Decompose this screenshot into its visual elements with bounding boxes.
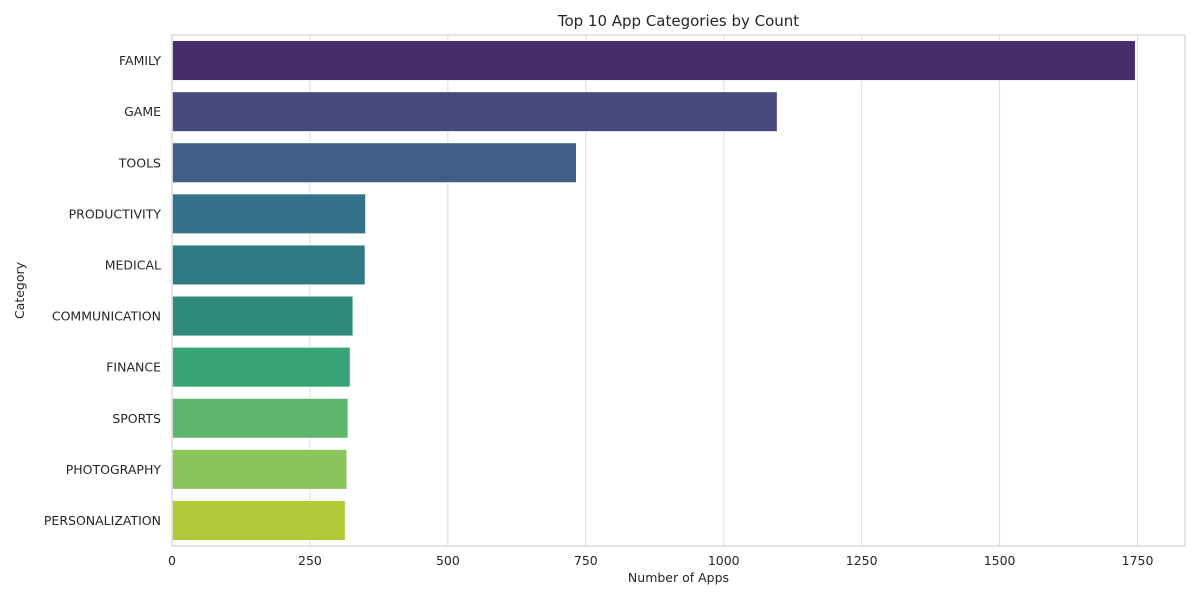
y-tick-label: COMMUNICATION <box>52 309 161 324</box>
x-tick-label: 0 <box>168 553 176 568</box>
bar <box>172 449 348 490</box>
x-tick-label: 1000 <box>708 553 740 568</box>
chart-title: Top 10 App Categories by Count <box>557 12 799 30</box>
bar <box>172 193 367 235</box>
x-tick-label: 1750 <box>1122 553 1154 568</box>
x-tick-label: 1250 <box>846 553 878 568</box>
x-tick-label: 250 <box>298 553 322 568</box>
x-tick-labels: 0 250 500 750 1000 1250 1500 1750 <box>168 553 1153 568</box>
x-tick-label: 500 <box>436 553 460 568</box>
y-tick-label: FAMILY <box>119 53 161 68</box>
y-tick-label: TOOLS <box>118 155 161 170</box>
y-tick-label: PRODUCTIVITY <box>69 206 162 221</box>
bar <box>172 244 366 286</box>
bar <box>172 500 346 541</box>
y-tick-labels: FAMILY GAME TOOLS PRODUCTIVITY MEDICAL COMMUN… <box>44 53 161 528</box>
bar <box>172 295 354 337</box>
bar <box>172 346 351 388</box>
plot-frame <box>171 34 1186 547</box>
x-axis-label: Number of Apps <box>628 570 729 585</box>
y-tick-label: MEDICAL <box>105 257 161 272</box>
x-tick-label: 1500 <box>984 553 1016 568</box>
bar <box>172 91 778 132</box>
y-tick-label: PHOTOGRAPHY <box>66 462 162 477</box>
y-tick-label: FINANCE <box>106 360 161 375</box>
y-tick-label: SPORTS <box>112 411 161 426</box>
x-tick-label: 750 <box>574 553 598 568</box>
y-tick-label: PERSONALIZATION <box>44 513 161 528</box>
bar-layer <box>172 40 1136 541</box>
y-axis-label: Category <box>12 261 27 319</box>
y-tick-label: GAME <box>124 104 161 119</box>
bar <box>172 397 349 439</box>
bar <box>172 142 577 184</box>
bar <box>172 40 1136 81</box>
